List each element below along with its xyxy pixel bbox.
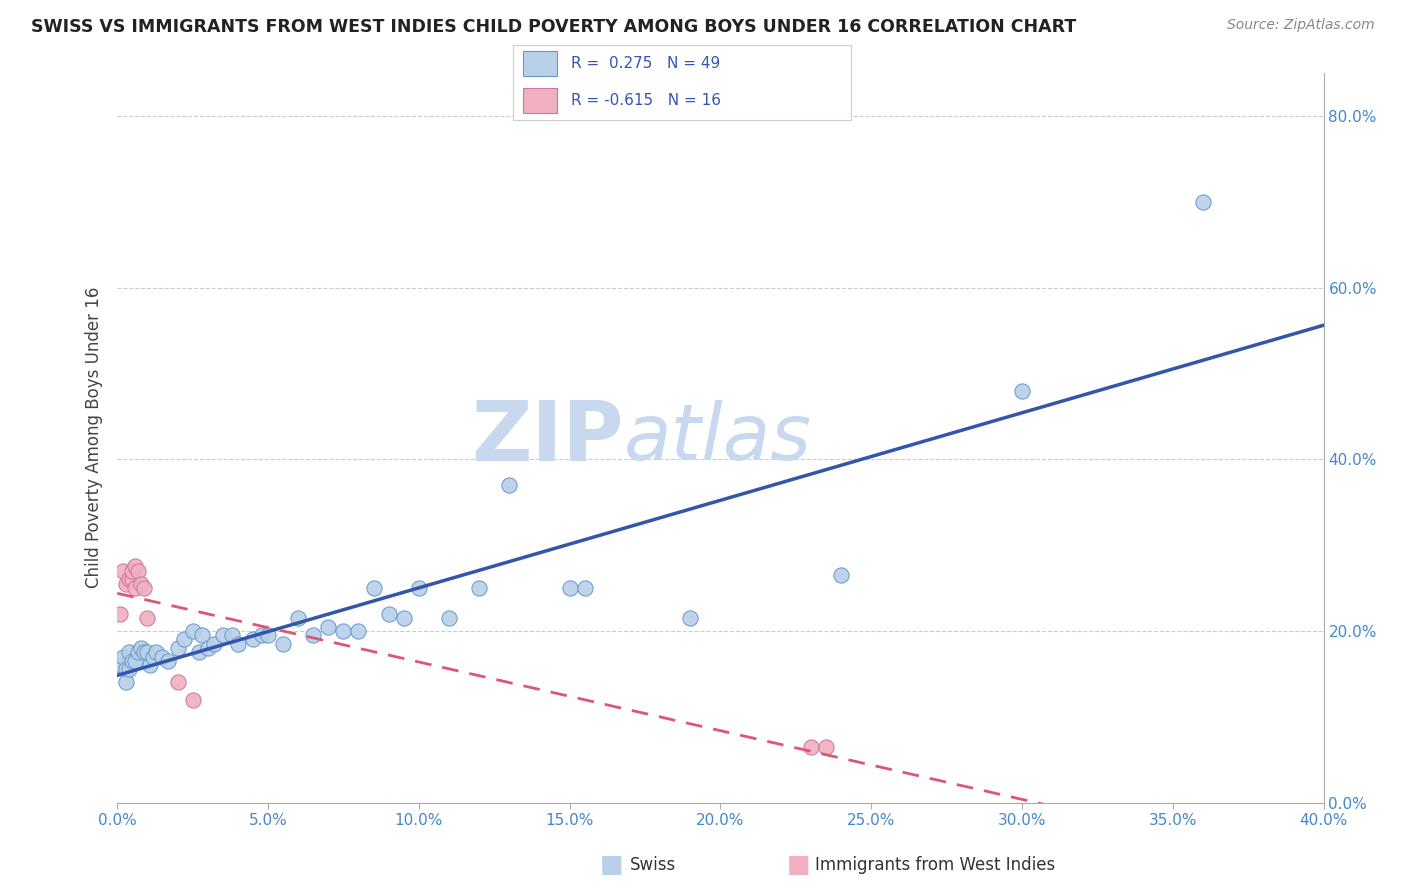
Point: [121, 654, 143, 668]
Point: [408, 581, 430, 595]
Point: [124, 654, 146, 668]
Point: [145, 645, 167, 659]
Point: [250, 628, 273, 642]
Point: [139, 658, 162, 673]
Point: [118, 663, 141, 677]
Point: [190, 628, 212, 642]
Text: Immigrants from West Indies: Immigrants from West Indies: [815, 856, 1056, 874]
Point: [173, 632, 195, 647]
Point: [1192, 194, 1215, 209]
Text: ■: ■: [787, 854, 810, 877]
Point: [108, 607, 131, 621]
Point: [226, 637, 249, 651]
Point: [1011, 384, 1033, 398]
Point: [115, 675, 138, 690]
Text: Source: ZipAtlas.com: Source: ZipAtlas.com: [1227, 18, 1375, 32]
Point: [437, 611, 460, 625]
Text: SWISS VS IMMIGRANTS FROM WEST INDIES CHILD POVERTY AMONG BOYS UNDER 16 CORRELATI: SWISS VS IMMIGRANTS FROM WEST INDIES CHI…: [31, 18, 1076, 36]
Point: [136, 611, 159, 625]
Point: [112, 649, 135, 664]
Point: [377, 607, 399, 621]
Point: [115, 576, 138, 591]
Point: [363, 581, 385, 595]
Point: [118, 573, 141, 587]
Point: [830, 568, 852, 582]
Text: atlas: atlas: [624, 400, 811, 475]
Point: [115, 663, 138, 677]
Point: [131, 576, 153, 591]
Point: [257, 628, 280, 642]
Point: [131, 640, 153, 655]
Point: [814, 739, 837, 754]
Point: [392, 611, 415, 625]
Point: [347, 624, 370, 638]
Text: ZIP: ZIP: [471, 397, 624, 478]
Point: [112, 564, 135, 578]
Text: Swiss: Swiss: [630, 856, 676, 874]
Y-axis label: Child Poverty Among Boys Under 16: Child Poverty Among Boys Under 16: [86, 287, 103, 589]
Point: [127, 645, 149, 659]
Point: [574, 581, 596, 595]
Point: [318, 619, 340, 633]
Point: [287, 611, 309, 625]
Point: [142, 649, 165, 664]
Point: [221, 628, 243, 642]
Point: [302, 628, 325, 642]
Point: [679, 611, 702, 625]
Text: ■: ■: [600, 854, 623, 877]
Point: [468, 581, 491, 595]
Point: [558, 581, 581, 595]
Point: [134, 645, 156, 659]
Point: [181, 624, 204, 638]
Point: [127, 564, 149, 578]
Point: [166, 675, 188, 690]
FancyBboxPatch shape: [523, 52, 557, 77]
Point: [187, 645, 209, 659]
Point: [211, 628, 233, 642]
Point: [124, 581, 146, 595]
Point: [498, 478, 520, 492]
Point: [800, 739, 823, 754]
Point: [121, 564, 143, 578]
Point: [121, 573, 143, 587]
Point: [134, 581, 156, 595]
Point: [181, 692, 204, 706]
Text: R = -0.615   N = 16: R = -0.615 N = 16: [571, 93, 720, 108]
Point: [136, 645, 159, 659]
Point: [157, 654, 180, 668]
Point: [118, 645, 141, 659]
Text: R =  0.275   N = 49: R = 0.275 N = 49: [571, 56, 720, 71]
Point: [332, 624, 354, 638]
Point: [166, 640, 188, 655]
Point: [108, 658, 131, 673]
Point: [271, 637, 294, 651]
Point: [152, 649, 174, 664]
Point: [242, 632, 264, 647]
FancyBboxPatch shape: [523, 87, 557, 112]
Point: [202, 637, 225, 651]
Point: [197, 640, 219, 655]
Point: [124, 559, 146, 574]
